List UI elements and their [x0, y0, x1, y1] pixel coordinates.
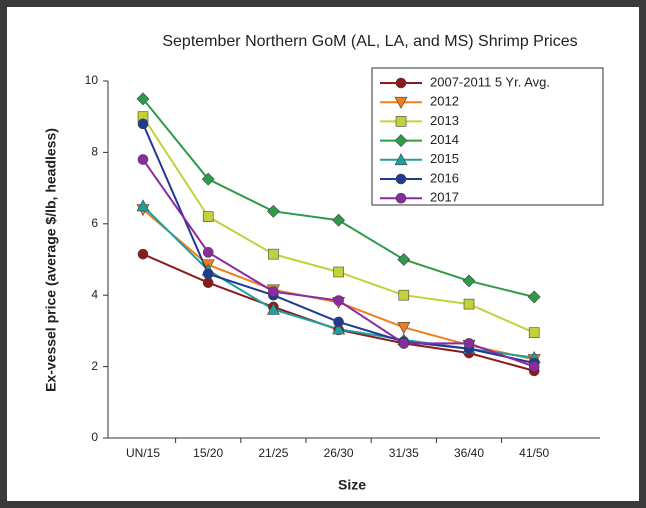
x-tick-label: 41/50: [519, 446, 549, 460]
legend-marker: [395, 116, 407, 127]
data-point: [463, 338, 475, 349]
y-tick-label: 0: [91, 430, 98, 444]
data-point: [268, 286, 279, 297]
series-line: [142, 208, 535, 361]
legend-marker: [395, 192, 407, 204]
legend-marker: [395, 173, 407, 185]
legend-label: 2014: [430, 132, 459, 147]
data-point: [463, 298, 475, 310]
y-tick-label: 4: [91, 287, 98, 301]
data-point: [136, 199, 150, 212]
x-tick-label: 36/40: [454, 446, 484, 460]
legend-label: 2017: [430, 190, 459, 205]
legend-label: 2012: [430, 94, 459, 109]
legend-marker: [395, 77, 407, 89]
chart-title: September Northern GoM (AL, LA, and MS) …: [162, 33, 577, 50]
data-point: [333, 316, 344, 328]
data-point: [137, 154, 149, 165]
data-point: [462, 274, 476, 288]
data-point: [332, 322, 346, 335]
x-tick-label: 15/20: [193, 446, 223, 460]
legend-marker: [394, 134, 408, 148]
data-point: [398, 289, 410, 301]
data-point: [136, 92, 150, 106]
legend-label: 2016: [430, 170, 459, 185]
data-point: [528, 327, 540, 338]
data-point: [398, 338, 410, 349]
data-point: [137, 118, 149, 130]
data-point: [397, 322, 411, 334]
data-point: [137, 248, 149, 260]
x-tick-label: 31/35: [389, 446, 419, 460]
data-point: [528, 361, 540, 372]
legend-label: 2013: [430, 113, 459, 128]
legend-label: 2015: [430, 151, 459, 166]
data-point: [527, 290, 541, 304]
data-point: [333, 266, 344, 278]
x-tick-label: UN/15: [126, 446, 160, 460]
data-point: [266, 204, 280, 218]
legend-label: 2007-2011 5 Yr. Avg.: [430, 74, 550, 89]
x-axis-title: Size: [338, 477, 366, 493]
data-point: [397, 253, 411, 266]
x-tick-label: 26/30: [324, 446, 354, 460]
data-point: [266, 302, 280, 315]
legend-marker: [394, 96, 408, 109]
y-tick-label: 2: [91, 359, 98, 373]
y-tick-label: 8: [91, 145, 98, 159]
data-point: [202, 247, 214, 258]
y-axis-title: Ex-vessel price (average $/lb, headless): [43, 128, 59, 392]
data-point: [201, 172, 215, 186]
data-point: [332, 213, 346, 227]
data-point: [268, 248, 279, 260]
legend-box: [371, 67, 604, 206]
data-point: [202, 268, 214, 280]
data-point: [202, 277, 214, 289]
y-tick-label: 10: [85, 73, 99, 87]
x-tick-label: 21/25: [258, 446, 288, 460]
legend-marker: [394, 153, 408, 166]
y-tick-label: 6: [91, 216, 98, 230]
data-point: [333, 295, 344, 306]
data-point: [202, 211, 214, 222]
